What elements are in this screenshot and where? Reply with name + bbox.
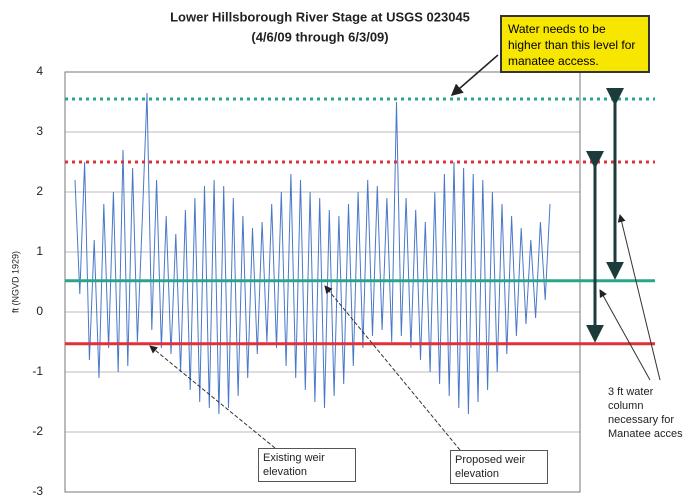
y-axis-label: ft (NGVD 1929) [10, 251, 20, 313]
y-tick-label: 1 [36, 244, 43, 258]
existing-arrow [149, 345, 276, 449]
y-tick-label: 0 [36, 304, 43, 318]
y-tick-label: 4 [36, 64, 43, 78]
callout: Water needs to be higher than this level… [500, 15, 650, 73]
proposed-weir-note: Proposed weir elevation [450, 450, 548, 484]
chart-title: Lower Hillsborough River Stage at USGS 0… [170, 9, 470, 24]
column-arrow [599, 289, 651, 381]
column-arrow [617, 214, 661, 381]
existing-weir-note: Existing weir elevation [258, 448, 356, 482]
y-tick-label: 2 [36, 184, 43, 198]
water-column-note: 3 ft water column necessary for Manatee … [608, 386, 683, 440]
stage-line [74, 92, 551, 415]
y-tick-label: 3 [36, 124, 43, 138]
y-tick-label: -3 [32, 484, 43, 498]
y-tick-label: -2 [32, 424, 43, 438]
chart-subtitle: (4/6/09 through 6/3/09) [251, 29, 388, 44]
proposed-arrow [324, 285, 461, 451]
callout-arrow [450, 54, 499, 96]
y-tick-label: -1 [32, 364, 43, 378]
